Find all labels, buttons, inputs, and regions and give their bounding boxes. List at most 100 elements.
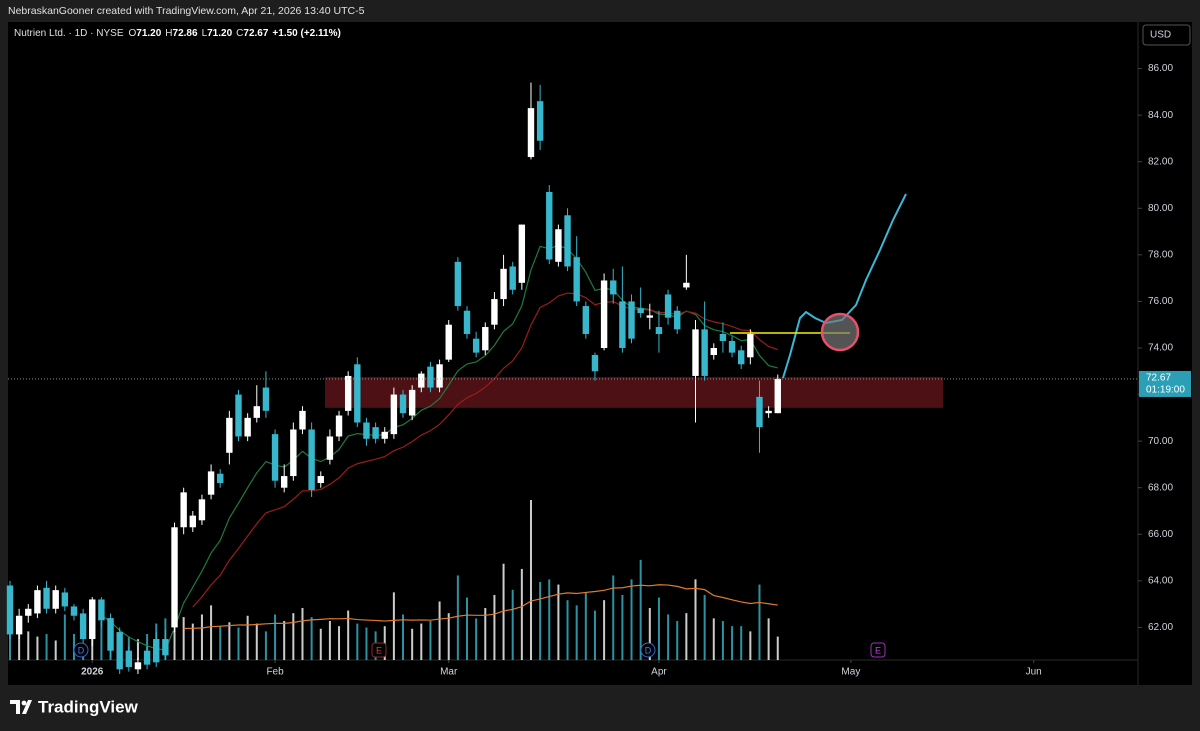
candle-body [701, 329, 708, 376]
y-tick-label: 70.00 [1148, 436, 1173, 447]
candle-body [189, 515, 196, 528]
event-label[interactable]: D [645, 645, 652, 655]
candle-body [162, 639, 169, 656]
plot: 62.0064.0066.0068.0070.0072.0074.0076.00… [6, 63, 1191, 678]
volume-bar [45, 633, 48, 660]
volume-bar [511, 589, 514, 660]
candle-body [43, 587, 50, 609]
volume-average [183, 584, 778, 630]
candle-body [591, 354, 599, 372]
volume-bar [466, 597, 468, 660]
last-price-label: 72.67 [1146, 373, 1171, 384]
event-marker[interactable] [73, 642, 89, 658]
event-label[interactable]: E [376, 645, 382, 655]
candle-body [472, 338, 480, 353]
candle-body [509, 266, 516, 290]
candle-body [107, 618, 114, 651]
candle-body [344, 375, 352, 411]
candle-body [363, 422, 370, 439]
volume-bar [703, 594, 706, 660]
support-zone [325, 377, 943, 408]
volume-bar [402, 614, 405, 660]
candle-body [454, 261, 462, 307]
x-tick-label: 2026 [81, 667, 104, 678]
volume-bar [493, 594, 496, 660]
candle-body [747, 334, 754, 358]
volume-bar [475, 618, 478, 660]
candle-body [381, 431, 388, 439]
event-marker[interactable] [870, 642, 886, 658]
volume-bar [392, 592, 395, 660]
brand-logo [10, 700, 32, 714]
volume-bar [72, 633, 75, 660]
volume-bar [685, 613, 688, 660]
candle-body [628, 301, 635, 339]
event-marker[interactable] [371, 642, 387, 658]
logo-icon [10, 700, 32, 714]
volume-bar [593, 610, 596, 660]
candle-body [171, 527, 178, 628]
candle-body [399, 394, 407, 414]
candle-body [427, 366, 434, 388]
volume-bar [694, 579, 697, 660]
candle-body [226, 417, 233, 453]
volume-bar [319, 628, 322, 660]
credit: NebraskanGooner created with TradingView… [8, 5, 365, 17]
field-key: C [236, 28, 243, 39]
candle-body [491, 299, 498, 325]
candle-body [655, 327, 663, 335]
volume-bar [274, 614, 277, 660]
volume-bar [200, 614, 203, 660]
volume-bar [721, 620, 724, 660]
candle-body [728, 341, 736, 353]
countdown: 01:19:00 [1146, 385, 1185, 396]
field-key: H [165, 28, 172, 39]
candle-body [354, 364, 361, 423]
volume-bar [18, 620, 21, 660]
currency-box[interactable] [1142, 24, 1191, 46]
candle-body [34, 590, 41, 614]
candle-body [573, 257, 580, 302]
volume-bar [667, 614, 670, 660]
candle-body [299, 410, 306, 430]
volume-bar [210, 605, 213, 660]
x-tick-label: Apr [651, 667, 667, 678]
candle-body [463, 310, 471, 335]
event-label[interactable]: E [875, 645, 881, 655]
volume-bar [228, 622, 231, 660]
volume-bar [54, 640, 57, 660]
candle-body [600, 280, 608, 348]
volume-bar [566, 600, 569, 660]
event-label[interactable]: D [78, 645, 85, 655]
y-tick-label: 78.00 [1148, 249, 1173, 260]
volume-bar [776, 636, 779, 660]
candle-body [125, 650, 133, 667]
brand: TradingView [38, 697, 139, 716]
candle-body [692, 329, 699, 376]
currency[interactable]: USD [1150, 30, 1171, 41]
event-marker[interactable] [640, 642, 656, 658]
volume-bar [246, 615, 249, 660]
volume-bar [356, 623, 359, 660]
volume-bar [584, 592, 587, 660]
volume-bar [191, 623, 194, 660]
last-price-box [1139, 370, 1191, 397]
y-tick-label: 66.00 [1148, 529, 1173, 540]
volume-bar [456, 575, 459, 660]
volume-bar [136, 639, 139, 660]
volume-bar [603, 600, 606, 660]
candle-body [335, 415, 343, 437]
volume-bar [639, 559, 642, 660]
candle-body [244, 417, 251, 437]
candle-body [61, 592, 69, 607]
volume-bar [365, 627, 368, 660]
y-tick-label: 74.00 [1148, 343, 1173, 354]
field-value: 72.67 [243, 28, 268, 39]
y-tick-label: 76.00 [1148, 296, 1173, 307]
volume-bar [283, 620, 286, 660]
candle-body [15, 615, 23, 635]
volume-bar [310, 617, 313, 660]
x-tick-label: May [841, 667, 860, 678]
volume-bar [100, 620, 103, 660]
